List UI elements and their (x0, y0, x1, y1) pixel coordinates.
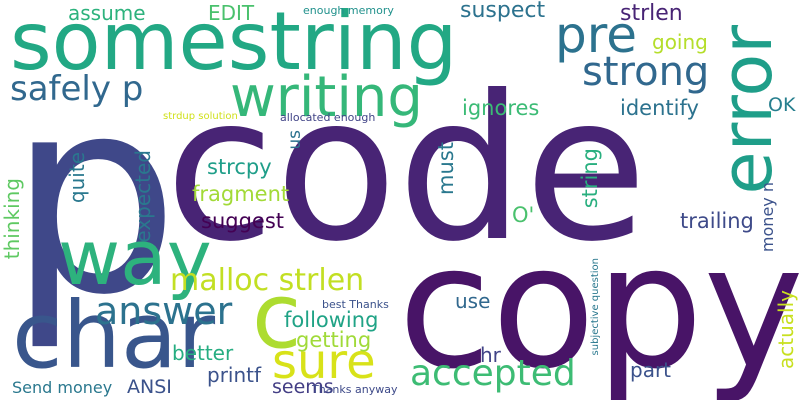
word-malloc-strlen: malloc strlen (170, 263, 365, 298)
word-thinking: thinking (0, 178, 24, 260)
word-suggest: suggest (201, 209, 285, 233)
word-code: code (165, 53, 648, 286)
word-quite: quite (65, 152, 89, 204)
word-copy: copy (398, 209, 800, 400)
word-strong: strong (582, 49, 710, 95)
word-sure: sure (272, 334, 376, 390)
word-somestring: somestring (10, 0, 458, 88)
word-part: part (630, 358, 672, 382)
word-fragment: fragment (192, 182, 290, 206)
word-better: better (172, 341, 234, 365)
word-actually: actually (774, 290, 798, 369)
word-us: us (285, 130, 305, 150)
word-going: going (652, 30, 708, 54)
word-printf: printf (207, 363, 262, 387)
word-char: char (12, 282, 216, 389)
word-ansi: ANSI (127, 376, 172, 398)
word-send-money: Send money (12, 378, 113, 397)
word-following: following (284, 308, 379, 332)
word-ignores: ignores (462, 96, 540, 120)
word-ok: OK (768, 94, 796, 116)
word-c: c (252, 264, 302, 369)
word-allocated-enough: allocated enough (280, 111, 376, 124)
word-hr: hr (480, 343, 501, 367)
word-trailing: trailing (680, 209, 754, 233)
word-thanks-anyway: Thanks anyway (312, 383, 398, 396)
word-expected: expected (131, 150, 155, 243)
word-best-thanks: best Thanks (322, 298, 389, 311)
word-o-apostrophe: O' (512, 203, 535, 227)
word-use: use (455, 289, 491, 313)
word-edit: EDIT (208, 1, 255, 25)
word-pre: pre (555, 6, 637, 64)
word-way: way (58, 213, 212, 302)
word-subjective-question: subjective question (590, 258, 601, 356)
word-p: p (8, 39, 180, 354)
word-enough-memory: enough memory (303, 4, 394, 17)
word-strdup-solution: strdup solution (163, 111, 238, 122)
word-assume: assume (68, 1, 146, 25)
word-must: must (434, 142, 458, 195)
word-string: string (578, 148, 602, 209)
word-suspect: suspect (460, 0, 546, 23)
word-seems: seems (272, 376, 334, 398)
word-safely-p: safely p (10, 69, 144, 109)
word-identify: identify (620, 96, 699, 120)
word-writing: writing (230, 65, 423, 130)
word-strlen: strlen (620, 1, 683, 26)
word-answer: answer (95, 289, 233, 333)
word-accepted: accepted (410, 353, 576, 394)
word-money-n: money n (758, 182, 777, 253)
word-getting: getting (296, 328, 372, 352)
word-strcpy: strcpy (207, 155, 272, 179)
